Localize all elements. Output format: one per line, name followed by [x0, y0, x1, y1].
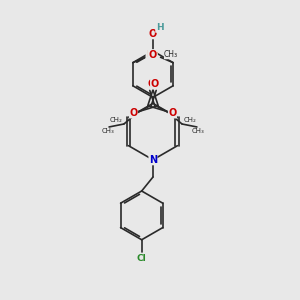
Text: H: H	[156, 23, 163, 32]
Text: CH₃: CH₃	[164, 50, 178, 59]
Text: CH₂: CH₂	[184, 116, 197, 122]
Text: N: N	[149, 155, 157, 165]
Text: CH₃: CH₃	[192, 128, 205, 134]
Text: O: O	[129, 108, 138, 118]
Text: O: O	[149, 29, 157, 39]
Text: O: O	[147, 79, 155, 89]
Text: Br: Br	[146, 50, 157, 59]
Text: CH₃: CH₃	[101, 128, 114, 134]
Text: O: O	[151, 79, 159, 89]
Text: O: O	[148, 50, 156, 60]
Text: O: O	[168, 108, 177, 118]
Text: CH₂: CH₂	[109, 116, 122, 122]
Text: Cl: Cl	[137, 254, 147, 263]
